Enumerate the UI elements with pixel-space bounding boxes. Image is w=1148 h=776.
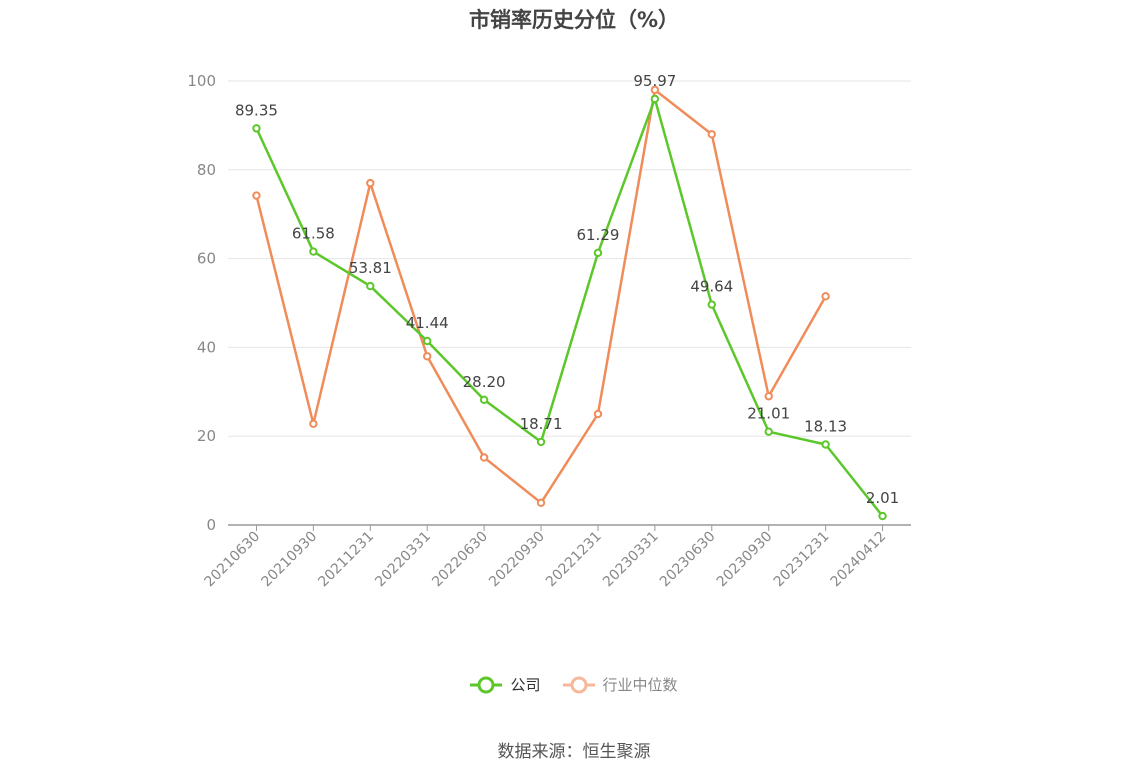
industry-data-point	[309, 419, 318, 428]
company-data-point	[536, 437, 546, 447]
legend-industry-marker-icon	[562, 676, 595, 693]
company-data-label: 2.01	[866, 489, 899, 507]
industry-data-point	[536, 498, 546, 507]
x-tick-label: 20230331	[600, 529, 662, 591]
company-data-label: 53.81	[349, 259, 392, 277]
industry-data-point	[366, 178, 375, 188]
company-data-label: 61.29	[576, 226, 619, 244]
x-tick-label: 20231231	[771, 529, 833, 591]
legend-company-marker-icon	[470, 676, 503, 693]
y-tick-label: 60	[197, 250, 216, 268]
industry-data-point	[650, 85, 660, 95]
company-data-label: 49.64	[690, 278, 733, 296]
industry-data-point	[593, 409, 603, 419]
x-tick-label: 20210930	[258, 529, 320, 591]
company-data-label: 95.97	[633, 72, 676, 90]
company-data-point	[878, 511, 887, 521]
y-tick-label: 80	[197, 161, 216, 179]
company-data-point	[423, 336, 432, 346]
company-data-point	[593, 248, 603, 258]
y-tick-label: 40	[197, 338, 216, 356]
company-data-point	[252, 124, 261, 133]
industry-data-point	[821, 292, 830, 301]
line-chart: 0204060801002021063020210930202112312022…	[187, 72, 911, 590]
data-source-note: 数据来源：恒生聚源	[497, 742, 651, 762]
data-labels: 89.35 61.58 53.81 41.44 28.20 18.71 61.29 95.97…	[235, 72, 899, 507]
industry-data-point	[764, 392, 773, 401]
company-data-point	[650, 94, 660, 104]
company-data-label: 18.71	[520, 415, 563, 433]
company-data-point	[366, 281, 375, 291]
legend-item-company[interactable]: 公司	[470, 674, 541, 695]
x-tick-label: 20211231	[315, 529, 377, 591]
industry-data-point	[479, 453, 489, 462]
company-data-point	[707, 300, 716, 309]
x-tick-label: 20230930	[714, 529, 776, 591]
series-lines	[252, 85, 887, 521]
x-tick-label: 20230630	[657, 529, 719, 591]
industry-data-point	[707, 130, 716, 139]
x-tick-label: 20210630	[202, 529, 264, 591]
company-data-point	[821, 440, 830, 449]
x-tick-label: 20240412	[828, 529, 890, 591]
company-data-label: 89.35	[235, 101, 278, 119]
x-tick-label: 20221231	[543, 529, 605, 591]
company-data-label: 18.13	[804, 418, 847, 436]
company-data-label: 21.01	[747, 405, 790, 423]
legend-item-industry[interactable]: 行业中位数	[562, 674, 678, 695]
company-data-point	[309, 247, 318, 256]
chart-legend: 公司 行业中位数	[0, 674, 1148, 695]
y-tick-label: 0	[206, 516, 216, 534]
legend-label-industry: 行业中位数	[602, 676, 678, 694]
grid-lines	[228, 80, 911, 437]
company-data-label: 41.44	[406, 314, 449, 332]
company-data-label: 61.58	[292, 225, 335, 243]
company-data-point	[764, 427, 773, 436]
company-series-line	[255, 97, 884, 517]
chart-title: 市销率历史分位（%）	[468, 8, 680, 32]
axes: 0204060801002021063020210930202112312022…	[187, 72, 911, 590]
y-tick-label: 20	[197, 427, 216, 445]
company-data-label: 28.20	[463, 373, 506, 391]
industry-data-point	[252, 191, 261, 200]
x-tick-label: 20220930	[486, 529, 548, 591]
x-tick-label: 20220630	[429, 529, 491, 591]
x-tick-label: 20220331	[372, 529, 434, 591]
legend-label-company: 公司	[510, 676, 541, 694]
industry-data-point	[423, 352, 432, 361]
company-data-point	[479, 395, 489, 404]
y-tick-label: 100	[187, 72, 216, 90]
